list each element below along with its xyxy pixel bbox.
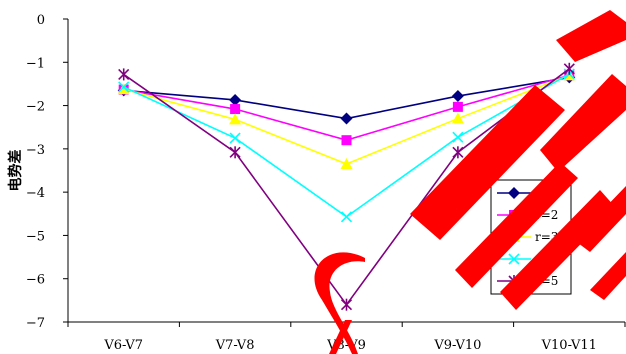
y-axis: 0 −1 −2 −3 −4 −5 −6 −7 电势差 bbox=[7, 13, 69, 331]
data-point bbox=[230, 104, 241, 115]
red-stroke-shape bbox=[329, 320, 352, 354]
x-tick-label: V9-V10 bbox=[433, 338, 481, 353]
red-stroke-shape bbox=[540, 74, 626, 172]
series-r-5 bbox=[118, 62, 575, 311]
series-r-3 bbox=[117, 69, 576, 170]
data-point bbox=[118, 81, 130, 93]
red-stroke-shape bbox=[455, 162, 578, 288]
x-tick-label: V10-V11 bbox=[541, 338, 597, 353]
y-tick-label: −7 bbox=[26, 316, 45, 331]
data-point bbox=[117, 83, 130, 95]
red-stroke-shape bbox=[556, 10, 626, 62]
data-point bbox=[341, 135, 352, 146]
data-point bbox=[508, 187, 520, 199]
data-point bbox=[451, 90, 464, 103]
data-point bbox=[229, 132, 241, 144]
series-r-4 bbox=[118, 68, 575, 223]
data-point bbox=[452, 146, 464, 159]
data-point bbox=[340, 112, 353, 125]
red-stroke-shape bbox=[500, 190, 616, 310]
data-point bbox=[118, 68, 130, 81]
red-stroke-shape bbox=[574, 186, 626, 252]
red-curve-shape bbox=[314, 252, 365, 354]
y-tick-label: −3 bbox=[26, 143, 45, 158]
red-watermark-graphic bbox=[314, 10, 626, 354]
y-axis-title: 电势差 bbox=[7, 150, 24, 192]
red-stroke-shape bbox=[410, 85, 565, 240]
data-point bbox=[229, 93, 242, 106]
y-tick-label: −6 bbox=[26, 273, 45, 288]
x-axis: V6-V7 V7-V8 V8-V9 V9-V10 V10-V11 bbox=[67, 321, 626, 353]
y-tick-label: −1 bbox=[26, 56, 45, 71]
data-point bbox=[340, 298, 353, 311]
data-point bbox=[452, 131, 464, 143]
y-tick-label: −2 bbox=[26, 100, 45, 115]
data-point bbox=[508, 253, 520, 265]
data-point bbox=[229, 146, 241, 159]
data-point bbox=[563, 62, 575, 75]
red-stroke-shape bbox=[590, 252, 626, 300]
data-point bbox=[452, 101, 463, 112]
data-point bbox=[229, 113, 242, 125]
series-layer bbox=[117, 62, 576, 311]
y-tick-label: −5 bbox=[26, 229, 45, 244]
data-point bbox=[340, 211, 353, 223]
data-point bbox=[340, 158, 353, 170]
x-tick-label: V7-V8 bbox=[215, 338, 255, 353]
y-tick-label: −4 bbox=[26, 186, 45, 201]
y-tick-label: 0 bbox=[37, 13, 45, 28]
data-point bbox=[451, 112, 464, 124]
x-tick-label: V6-V7 bbox=[103, 338, 143, 353]
